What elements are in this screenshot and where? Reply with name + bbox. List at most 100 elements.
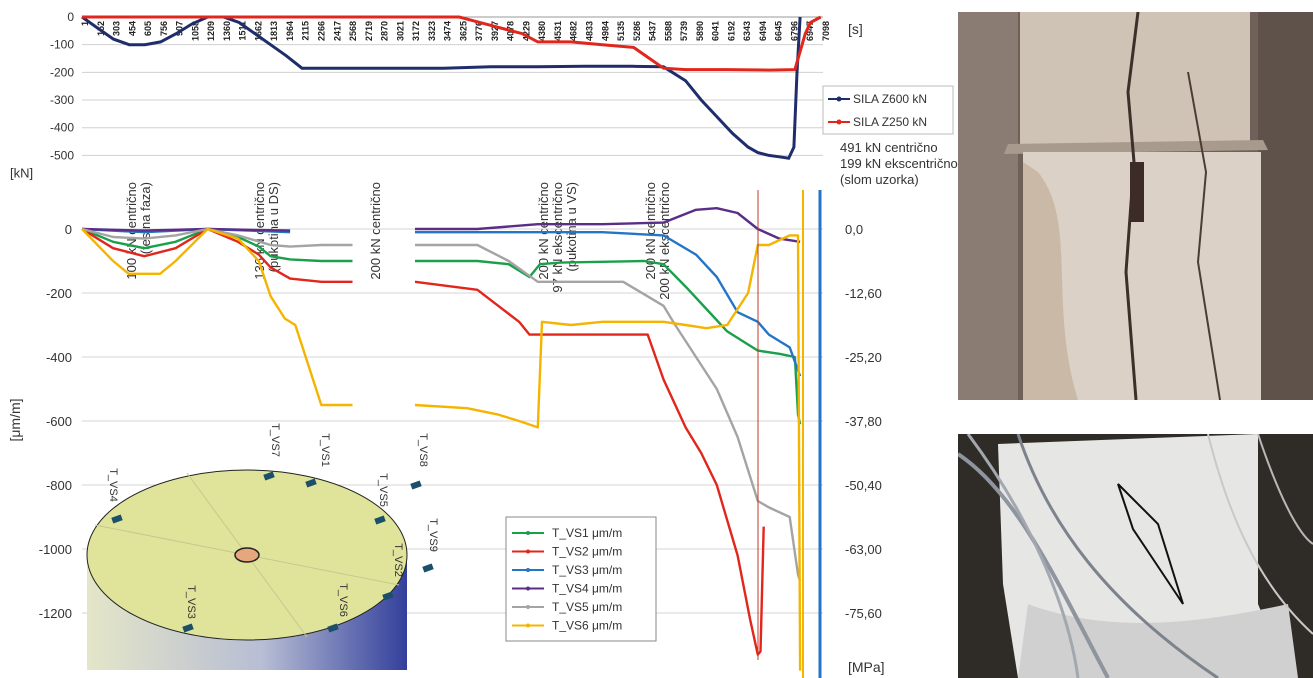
sensor-marker [111, 514, 123, 524]
series-line-5 [81, 227, 802, 582]
x-tick-label: 6343 [742, 21, 752, 41]
x-tick-label: 3021 [395, 21, 405, 41]
x-tick-label: 5588 [663, 21, 673, 41]
x-tick-label: 2115 [301, 21, 311, 41]
x-tick-label: 3625 [458, 21, 468, 41]
sensor-marker [422, 563, 434, 573]
phase-annotation: (pukotina u VS) [564, 182, 579, 272]
legend-marker [526, 549, 530, 554]
series-line-1 [81, 15, 802, 160]
sensor-marker [410, 480, 422, 490]
x-tick-label: 5135 [616, 21, 626, 41]
sensor-marker [305, 478, 317, 488]
x-tick-label: 4833 [585, 21, 595, 41]
x-tick-label: 5739 [679, 21, 689, 41]
y-tick-label: -200 [46, 286, 72, 301]
x-tick-label: 4229 [521, 21, 531, 41]
phase-annotation: 200 kN centrično [536, 182, 551, 280]
y2-tick-label: -63,00 [845, 542, 882, 557]
x-tick-label: 1813 [269, 21, 279, 41]
x-tick-label: 907 [175, 21, 185, 36]
series-line-1 [81, 227, 802, 425]
x-tick-label: 1662 [253, 21, 263, 41]
y2-tick-label: -50,40 [845, 478, 882, 493]
x-tick-label: 2568 [348, 21, 358, 41]
x-tick-label: 1209 [206, 21, 216, 41]
y2-tick-label: -25,20 [845, 350, 882, 365]
sensor-label: T_VS1 [319, 433, 331, 467]
y-tick-label: -400 [46, 350, 72, 365]
series-line-3 [81, 227, 802, 377]
x-axis-label: [s] [848, 21, 863, 37]
sensor-label: T_VS9 [427, 518, 439, 552]
y-tick-label: -600 [46, 414, 72, 429]
sensor-label: T_VS3 [185, 585, 197, 619]
phase-annotation: 200 kN ekscentrično [657, 182, 672, 300]
x-tick-label: 303 [112, 21, 122, 36]
x-tick-label: 6645 [774, 21, 784, 41]
x-tick-label: 2266 [316, 21, 326, 41]
failure-annotation: 199 kN ekscentrično [840, 156, 958, 171]
x-tick-label: 454 [127, 21, 137, 36]
phase-annotation: (testna faza) [138, 182, 153, 254]
x-tick-label: 6947 [805, 21, 815, 41]
x-tick-label: 1511 [238, 21, 248, 41]
series-line-6 [81, 227, 802, 671]
y-tick-label: -1200 [39, 606, 72, 621]
x-tick-label: 3474 [443, 21, 453, 41]
x-tick-label: 4380 [537, 21, 547, 41]
x-tick-label: 2417 [332, 21, 342, 41]
sensor-label: T_VS5 [377, 473, 389, 507]
y2-axis-label: [MPa] [848, 659, 885, 675]
x-tick-label: 3172 [411, 21, 421, 41]
legend-label: T_VS2 μm/m [552, 545, 622, 559]
y-tick-label: 0 [65, 222, 72, 237]
x-tick-label: 5437 [648, 21, 658, 41]
y-tick-label: -1000 [39, 542, 72, 557]
x-tick-label: 2719 [364, 21, 374, 41]
cylinder-core [234, 547, 260, 563]
y-tick-label: -800 [46, 478, 72, 493]
sensor-marker [382, 591, 394, 601]
sensor-marker [182, 623, 194, 633]
x-tick-label: 2870 [380, 21, 390, 41]
legend-label: T_VS1 μm/m [552, 526, 622, 540]
phase-annotation: (pukotina u DS) [266, 182, 281, 272]
y-tick-label: -100 [50, 38, 74, 52]
y-tick-label: 0 [67, 10, 74, 24]
legend-label: SILA Z600 kN [853, 92, 927, 106]
series-line-2 [81, 227, 765, 656]
phase-annotation: 97 kN ekscentrično [550, 182, 565, 293]
x-tick-label: 6192 [726, 21, 736, 41]
y-tick-label: -200 [50, 65, 74, 79]
y2-tick-label: 0,0 [845, 222, 863, 237]
legend-marker [836, 96, 842, 102]
sensor-marker [374, 515, 386, 525]
legend-marker [526, 605, 530, 609]
legend-box [505, 516, 657, 642]
legend-marker [526, 531, 530, 535]
legend-label: T_VS3 μm/m [552, 563, 622, 577]
y2-tick-label: -12,60 [845, 286, 882, 301]
x-tick-label: 756 [159, 21, 169, 36]
y-tick-label: -300 [50, 93, 74, 107]
phase-annotation: 200 kN centrično [368, 182, 383, 280]
x-tick-label: 6041 [711, 21, 721, 41]
force-chart: 0-100-200-300-400-500[kN][s]1 152 303 454 60… [10, 10, 958, 300]
sensor-label: T_VS8 [417, 433, 429, 467]
x-tick-label: 605 [143, 21, 153, 36]
failure-annotation: (slom uzorka) [840, 172, 919, 187]
x-tick-label: 1360 [222, 21, 232, 41]
x-tick-label: 6796 [789, 21, 799, 41]
sensor-label: T_VS7 [269, 423, 281, 457]
y-axis-label: [μm/m] [7, 398, 23, 441]
legend-label: T_VS6 μm/m [552, 619, 622, 633]
x-tick-label: 5890 [695, 21, 705, 41]
legend-label: SILA Z250 kN [853, 115, 927, 129]
sensor-label: T_VS4 [107, 468, 119, 502]
sensor-marker [263, 471, 275, 481]
series-line-4 [81, 207, 801, 243]
series-line-2 [82, 15, 822, 72]
x-tick-label: 6494 [758, 21, 768, 41]
